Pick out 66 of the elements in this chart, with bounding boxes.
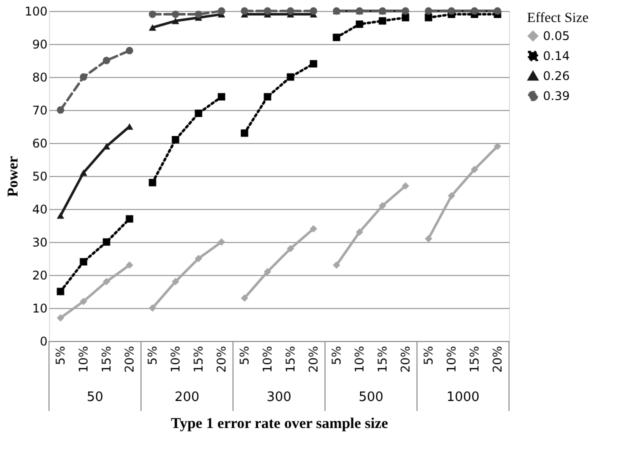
x-tick-label: 5% <box>238 346 252 366</box>
x-tick-label: 20% <box>306 346 320 373</box>
y-tick-label: 80 <box>32 70 48 84</box>
y-axis-title: Power <box>6 156 22 197</box>
x-tick-label: 15% <box>284 346 298 373</box>
y-tick-label: 70 <box>32 104 48 118</box>
text: 200 <box>174 390 200 405</box>
point <box>56 106 64 114</box>
point <box>102 56 110 64</box>
point <box>218 7 226 15</box>
point <box>494 142 502 150</box>
point <box>424 234 432 242</box>
x-tick-label: 10% <box>260 346 274 373</box>
point <box>470 166 478 174</box>
x-tick-label: 20% <box>490 346 504 373</box>
point <box>240 7 248 15</box>
point <box>310 7 318 15</box>
y-tick-label: 20 <box>32 268 48 282</box>
y-tick-label: 0 <box>40 334 48 348</box>
legend-label: 0.14 <box>543 49 570 63</box>
point <box>102 278 110 286</box>
x-tick-label: 5% <box>330 346 344 366</box>
point <box>80 258 88 266</box>
legend-label: 0.26 <box>543 69 570 83</box>
x-tick-label: 15% <box>192 346 206 373</box>
text: 300 <box>266 390 292 405</box>
point <box>126 215 134 223</box>
x-tick-label: 10% <box>76 346 90 373</box>
text: 50 <box>86 390 104 405</box>
text: 500 <box>358 390 384 405</box>
x-tick-label: 5% <box>422 346 436 366</box>
y-tick-label: 50 <box>32 170 48 184</box>
legend-label: 0.39 <box>543 89 570 103</box>
x-tick-label: 20% <box>398 346 412 373</box>
y-tick-label: 10 <box>32 302 48 316</box>
point <box>80 73 88 81</box>
x-tick-label: 15% <box>376 346 390 373</box>
point <box>56 212 64 219</box>
point <box>424 14 432 22</box>
x-tick-label: 15% <box>468 346 482 373</box>
x-tick-label: 20% <box>214 346 228 373</box>
x-tick-label: 5% <box>146 346 160 366</box>
point <box>56 314 64 322</box>
point <box>448 192 456 200</box>
x-tick-label: 10% <box>168 346 182 373</box>
point <box>80 298 88 306</box>
point <box>80 169 88 176</box>
x-tick-label: 15% <box>100 346 114 373</box>
y-tick-label: 100 <box>24 4 48 18</box>
x-axis-title: Type 1 error rate over sample size <box>170 416 388 432</box>
legend-label: 0.05 <box>543 29 570 43</box>
point <box>286 7 294 15</box>
point <box>126 46 134 54</box>
text: 1000 <box>446 390 480 405</box>
x-tick-label: 10% <box>444 346 458 373</box>
y-tick-label: 60 <box>32 136 48 150</box>
x-tick-label: 20% <box>122 346 136 373</box>
y-tick-label: 30 <box>32 236 48 250</box>
y-tick-label: 40 <box>32 202 48 216</box>
legend-title: Effect Size <box>527 11 589 26</box>
point <box>264 7 272 15</box>
point <box>102 143 110 150</box>
y-tick-label: 90 <box>32 38 48 52</box>
x-tick-label: 10% <box>352 346 366 373</box>
x-tick-label: 5% <box>54 346 68 366</box>
point <box>126 261 134 269</box>
